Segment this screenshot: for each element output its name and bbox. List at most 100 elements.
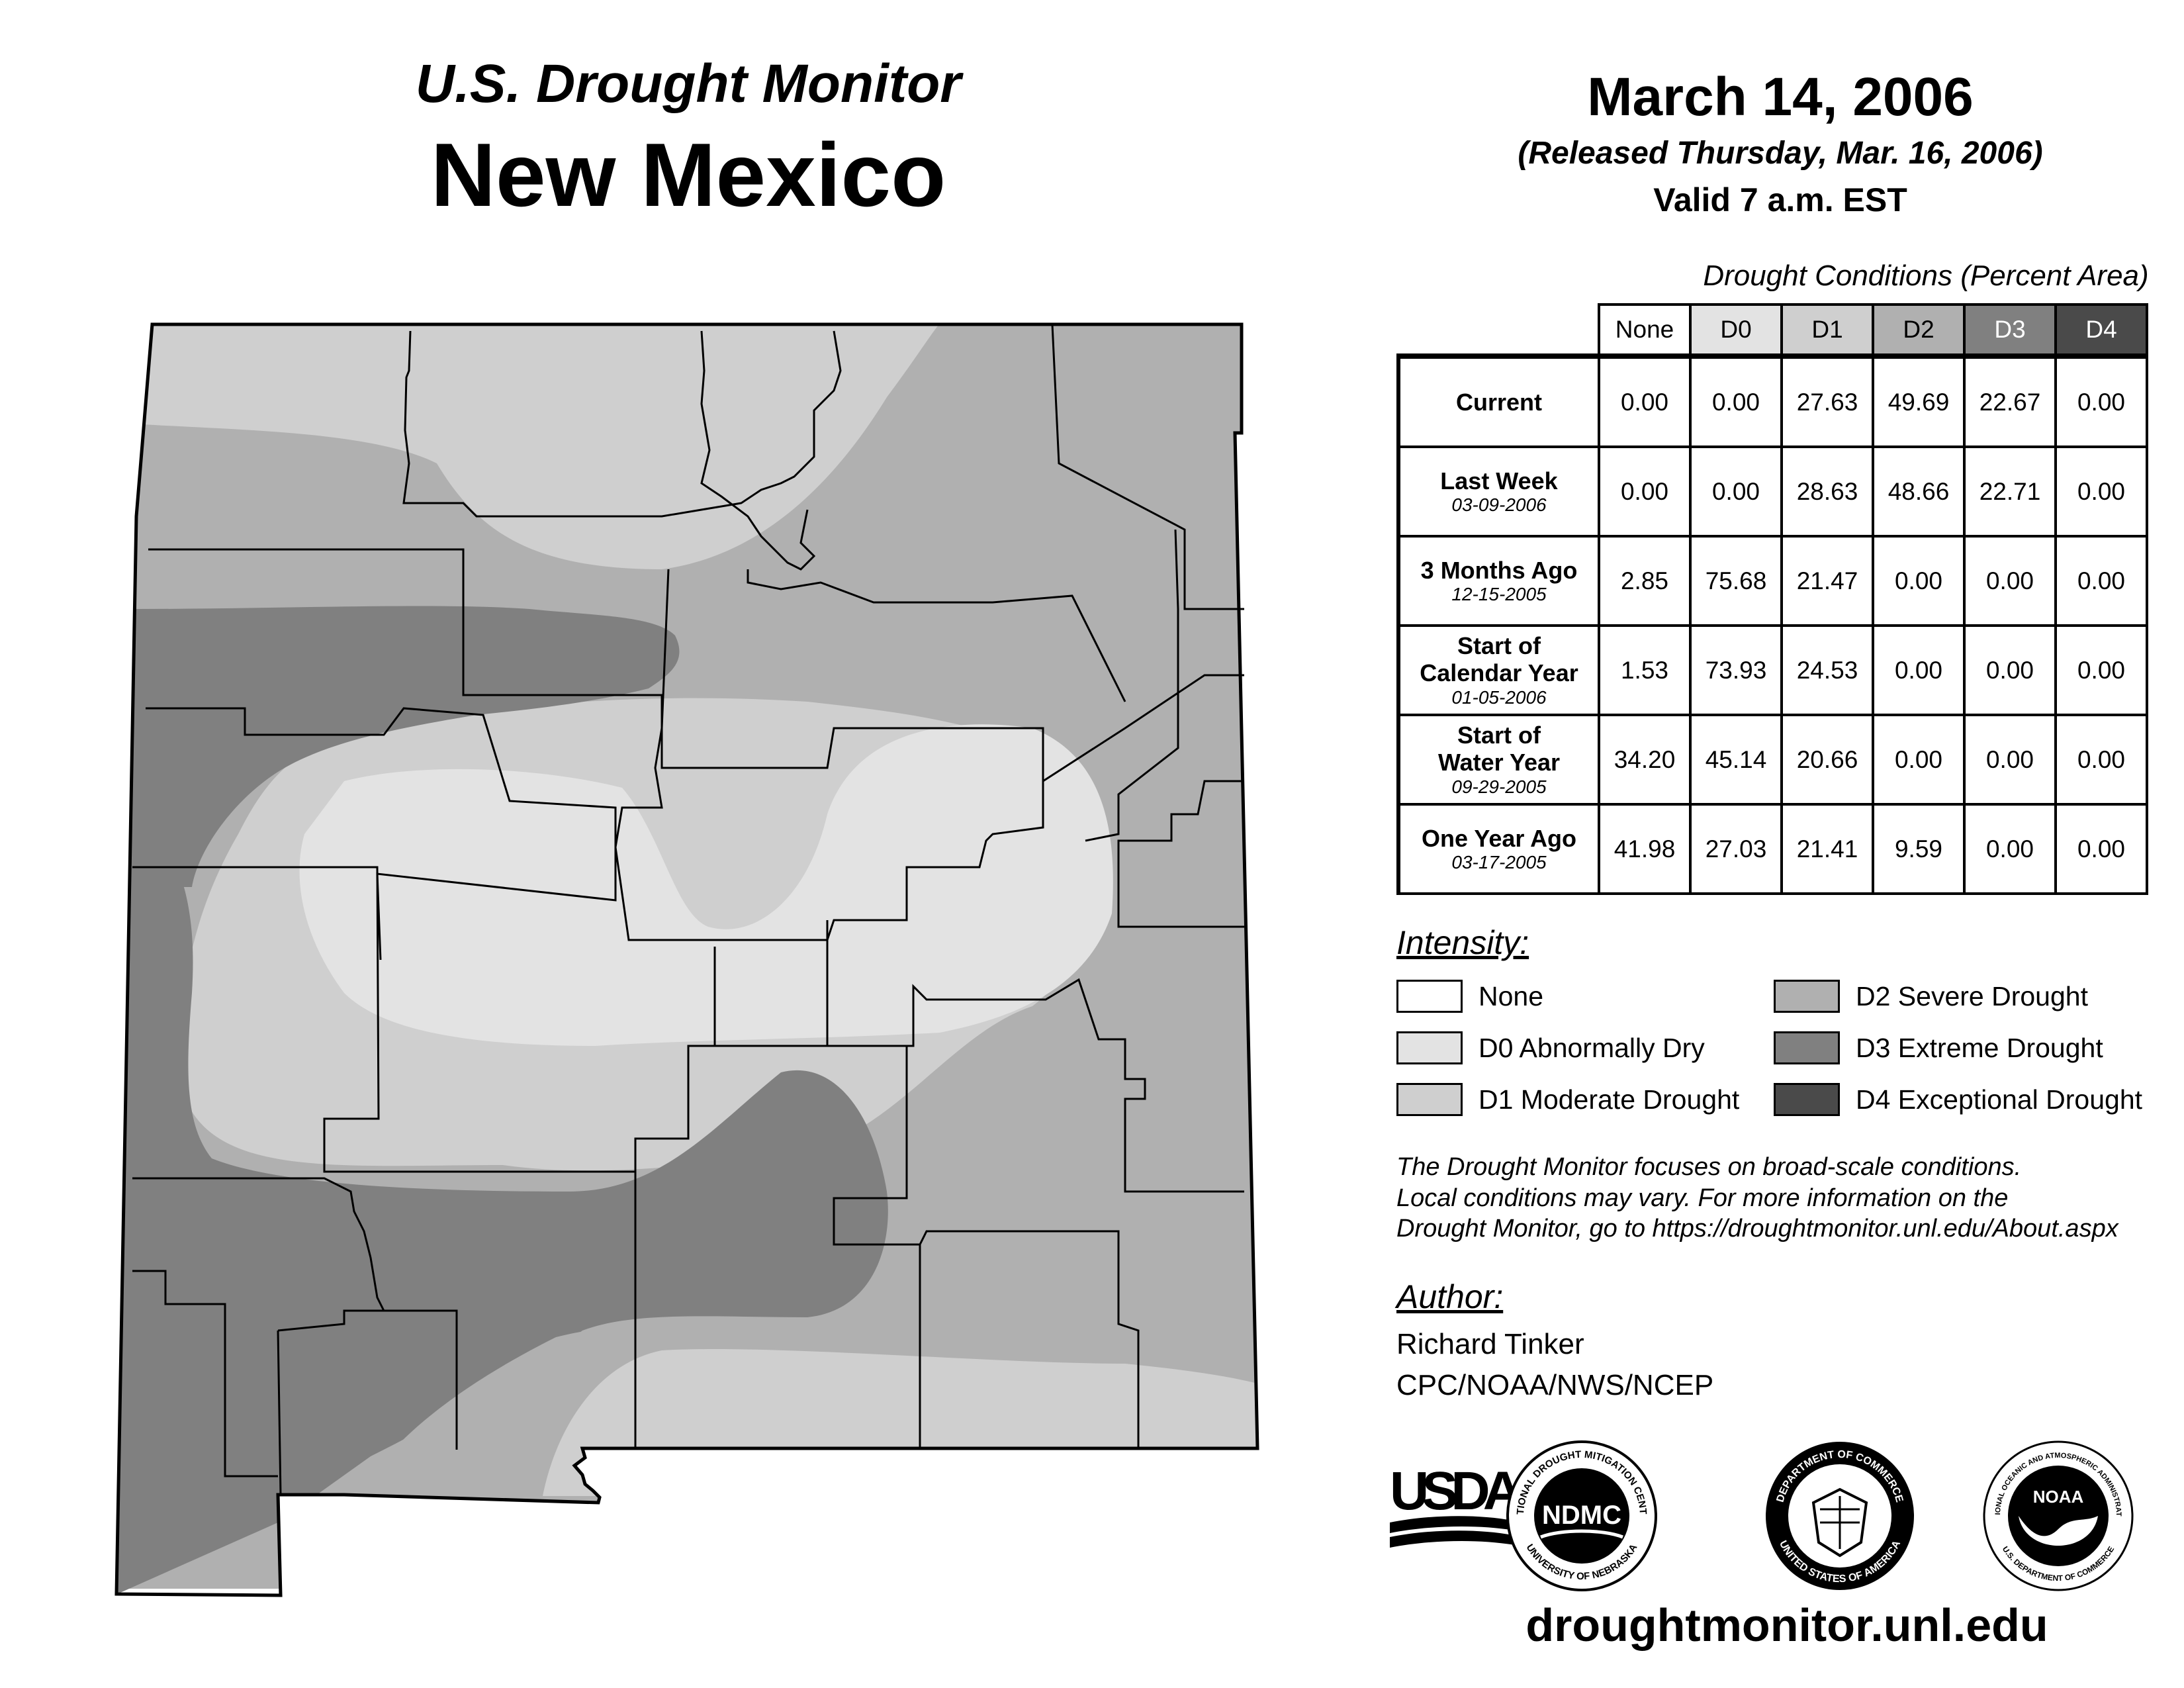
- legend-label: None: [1479, 980, 1544, 1011]
- legend-label: D1 Moderate Drought: [1479, 1084, 1740, 1115]
- table-cell: 73.93: [1689, 624, 1783, 716]
- county-line: [402, 330, 842, 518]
- table-row: Current 0.00 0.00 27.63 49.69 22.67 0.00: [1396, 353, 2148, 448]
- usda-swoosh: [1390, 1530, 1522, 1548]
- legend-label: D4 Exceptional Drought: [1856, 1084, 2143, 1115]
- table-cell: 21.47: [1780, 535, 1874, 627]
- table-cell: 2.85: [1598, 535, 1692, 627]
- row-label: Start of Water Year 09-29-2005: [1396, 714, 1600, 806]
- county-line: [919, 1230, 1140, 1450]
- table-cell: 0.00: [2054, 803, 2148, 895]
- product-title: U.S. Drought Monitor: [415, 54, 962, 114]
- author-org: CPC/NOAA/NWS/NCEP: [1396, 1368, 1714, 1401]
- valid-time: Valid 7 a.m. EST: [1653, 181, 1907, 218]
- row-date: 12-15-2005: [1451, 584, 1547, 605]
- county-line: [132, 1177, 458, 1450]
- table-cell: 21.41: [1780, 803, 1874, 895]
- table-cell: 75.68: [1689, 535, 1783, 627]
- table-cell: 1.53: [1598, 624, 1692, 716]
- table-row: 3 Months Ago 12-15-2005 2.85 75.68 21.47 0.00…: [1396, 535, 2148, 627]
- usda-logo-text: USDA: [1390, 1461, 1522, 1521]
- noaa-logo-text: NOAA: [2033, 1487, 2084, 1507]
- legend-item-none: None: [1396, 980, 1543, 1013]
- row-label-line: Current: [1455, 388, 1542, 416]
- legend-label: D3 Extreme Drought: [1856, 1032, 2103, 1063]
- legend-swatch: [1396, 1031, 1463, 1064]
- logo-row: USDA NDMC NATIONAL DROUGHT MITIGATION CE…: [1390, 1436, 2134, 1591]
- table-cell: 34.20: [1598, 714, 1692, 806]
- note-line: Local conditions may vary. For more info…: [1396, 1184, 2009, 1212]
- table-cell: 0.00: [1963, 714, 2057, 806]
- d3-west-area: [116, 794, 888, 1595]
- table-cell: 27.63: [1780, 353, 1874, 448]
- row-label: Last Week 03-09-2006: [1396, 445, 1600, 538]
- table-cell: 45.14: [1689, 714, 1783, 806]
- county-line: [1085, 529, 1179, 842]
- row-label-line: Water Year: [1437, 749, 1561, 776]
- row-label-line: Calendar Year: [1420, 659, 1578, 687]
- d0-center-area: [299, 724, 1113, 1046]
- legend-label: D2 Severe Drought: [1856, 980, 2088, 1011]
- legend-item-d2: D2 Severe Drought: [1774, 980, 2088, 1013]
- doc-seal-logo: DEPARTMENT OF COMMERCE UNITED STATES OF …: [1766, 1442, 1914, 1590]
- table-corner: [1398, 305, 1599, 356]
- legend-item-d4: D4 Exceptional Drought: [1774, 1083, 2142, 1116]
- row-label-line: 3 Months Ago: [1420, 556, 1578, 584]
- county-line: [827, 978, 1244, 1193]
- table-row: Last Week 03-09-2006 0.00 0.00 28.63 48.66 22.…: [1396, 445, 2148, 538]
- state-title: New Mexico: [430, 124, 946, 225]
- table-cell: 0.00: [2054, 624, 2148, 716]
- table-cell: 0.00: [1963, 803, 2057, 895]
- county-line: [833, 1046, 921, 1450]
- website-url[interactable]: droughtmonitor.unl.edu: [1525, 1599, 2048, 1651]
- table-cell: 0.00: [1872, 535, 1966, 627]
- author-name: Richard Tinker: [1396, 1328, 1584, 1360]
- date-block: March 14, 2006 (Released Thursday, Mar. …: [1430, 66, 2131, 219]
- county-line: [146, 707, 617, 961]
- author-block: Richard Tinker CPC/NOAA/NWS/NCEP: [1396, 1324, 1713, 1405]
- drought-conditions-table: None D0 D1 D2 D3 D4 Current 0.00 0.00 27.63…: [1396, 303, 2148, 895]
- row-date: 03-17-2005: [1451, 852, 1547, 873]
- table-cell: 0.00: [1963, 535, 2057, 627]
- legend-item-d3: D3 Extreme Drought: [1774, 1031, 2103, 1064]
- table-row: One Year Ago 03-17-2005 41.98 27.03 21.41 9.5…: [1396, 803, 2148, 895]
- table-cell: 48.66: [1872, 445, 1966, 538]
- row-label-line: Start of: [1457, 632, 1541, 660]
- row-date: 01-05-2006: [1451, 686, 1547, 708]
- row-label: One Year Ago 03-17-2005: [1396, 803, 1600, 895]
- col-d2: D2: [1872, 303, 1966, 357]
- legend-item-d1: D1 Moderate Drought: [1396, 1083, 1739, 1116]
- county-line: [132, 866, 716, 1173]
- table-row: Start of Water Year 09-29-2005 34.20 45.14 20…: [1396, 714, 2148, 806]
- ndmc-logo-text: NDMC: [1542, 1501, 1621, 1530]
- county-line: [1117, 780, 1244, 928]
- row-label: 3 Months Ago 12-15-2005: [1396, 535, 1600, 627]
- legend-label: D0 Abnormally Dry: [1479, 1032, 1705, 1063]
- legend-swatch: [1774, 1031, 1840, 1064]
- table-cell: 0.00: [1963, 624, 2057, 716]
- state-outline: [114, 322, 1259, 1597]
- table-cell: 0.00: [2054, 714, 2148, 806]
- table-cell: 0.00: [2054, 445, 2148, 538]
- table-cell: 28.63: [1780, 445, 1874, 538]
- note-line: Drought Monitor, go to https://droughtmo…: [1396, 1215, 2118, 1243]
- row-label: Start of Calendar Year 01-05-2006: [1396, 624, 1600, 716]
- county-boundaries: [132, 324, 1244, 1495]
- row-label-line: Start of: [1457, 722, 1541, 749]
- county-line: [277, 1330, 282, 1495]
- row-date: 09-29-2005: [1451, 776, 1547, 797]
- table-cell: 0.00: [1689, 445, 1783, 538]
- col-d1: D1: [1780, 303, 1874, 357]
- table-cell: 0.00: [2054, 535, 2148, 627]
- county-line: [747, 569, 1126, 702]
- table-cell: 20.66: [1780, 714, 1874, 806]
- row-label-line: Last Week: [1440, 467, 1558, 494]
- release-date: (Released Thursday, Mar. 16, 2006): [1518, 136, 2043, 171]
- table-cell: 24.53: [1780, 624, 1874, 716]
- row-label: Current: [1396, 353, 1600, 448]
- col-none: None: [1598, 303, 1692, 357]
- table-cell: 41.98: [1598, 803, 1692, 895]
- row-label-line: One Year Ago: [1421, 824, 1577, 852]
- legend-swatch: [1396, 980, 1463, 1013]
- note-line: The Drought Monitor focuses on broad-sca…: [1396, 1153, 2022, 1181]
